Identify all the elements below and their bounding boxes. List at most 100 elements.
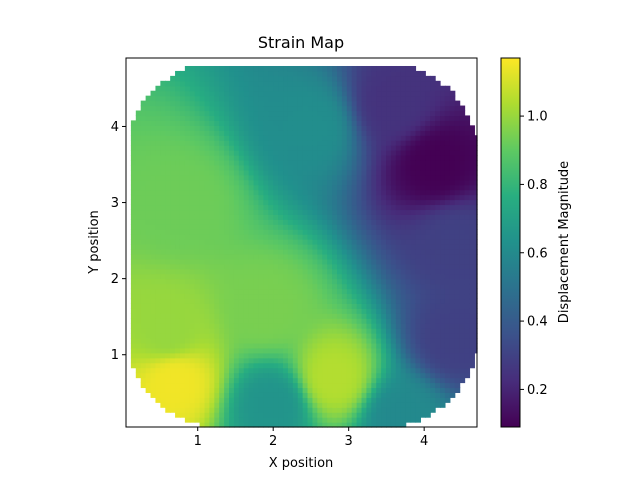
- heatmap-cell: [317, 75, 323, 82]
- heatmap-cell: [346, 164, 353, 171]
- heatmap-cell: [322, 377, 328, 384]
- heatmap-cell: [312, 189, 318, 196]
- heatmap-cell: [258, 120, 264, 126]
- heatmap-cell: [302, 70, 309, 77]
- heatmap-cell: [410, 90, 417, 97]
- heatmap-cell: [351, 328, 358, 334]
- heatmap-cell: [459, 263, 466, 270]
- heatmap-cell: [155, 308, 161, 314]
- heatmap-cell: [283, 248, 289, 255]
- heatmap-cell: [371, 372, 377, 379]
- heatmap-cell: [366, 298, 372, 304]
- heatmap-cell: [219, 174, 225, 181]
- heatmap-cell: [130, 248, 137, 255]
- heatmap-cell: [400, 100, 407, 107]
- heatmap-cell: [317, 244, 323, 250]
- heatmap-cell: [390, 407, 397, 413]
- heatmap-cell: [263, 293, 269, 300]
- heatmap-cell: [454, 377, 461, 384]
- heatmap-cell: [351, 204, 358, 211]
- heatmap-cell: [420, 308, 426, 314]
- heatmap-cell: [189, 362, 196, 369]
- heatmap-cell: [233, 95, 240, 102]
- heatmap-cell: [341, 273, 348, 280]
- heatmap-cell: [435, 337, 441, 344]
- heatmap-cell: [224, 224, 230, 230]
- heatmap-cell: [258, 199, 264, 206]
- heatmap-cell: [435, 268, 441, 275]
- heatmap-cell: [278, 392, 284, 398]
- heatmap-cell: [317, 372, 323, 379]
- heatmap-cell: [307, 258, 314, 265]
- heatmap-cell: [302, 298, 309, 304]
- heatmap-cell: [381, 159, 387, 166]
- heatmap-cell: [366, 130, 372, 136]
- heatmap-cell: [371, 179, 377, 186]
- heatmap-cell: [336, 377, 343, 384]
- heatmap-cell: [170, 95, 176, 102]
- heatmap-cell: [297, 184, 304, 191]
- heatmap-cell: [160, 352, 166, 359]
- heatmap-cell: [189, 65, 196, 72]
- heatmap-cell: [420, 273, 426, 280]
- heatmap-cell: [278, 130, 284, 136]
- heatmap-cell: [253, 308, 260, 314]
- heatmap-cell: [189, 387, 196, 393]
- heatmap-cell: [184, 283, 191, 290]
- heatmap-cell: [160, 263, 166, 270]
- heatmap-cell: [263, 130, 269, 136]
- heatmap-cell: [430, 397, 436, 403]
- heatmap-cell: [454, 352, 461, 359]
- heatmap-cell: [253, 342, 260, 349]
- heatmap-cell: [312, 194, 318, 201]
- heatmap-cell: [135, 140, 142, 146]
- heatmap-cell: [165, 85, 171, 92]
- heatmap-cell: [165, 273, 171, 280]
- heatmap-cell: [175, 377, 181, 384]
- heatmap-cell: [263, 145, 269, 151]
- heatmap-cell: [415, 367, 421, 374]
- heatmap-cell: [346, 135, 353, 141]
- heatmap-cell: [243, 278, 250, 285]
- heatmap-cell: [371, 120, 377, 126]
- heatmap-cell: [189, 342, 196, 349]
- heatmap-cell: [390, 135, 397, 141]
- heatmap-cell: [327, 263, 333, 270]
- heatmap-cell: [219, 120, 225, 126]
- heatmap-cell: [253, 258, 260, 265]
- heatmap-cell: [283, 273, 289, 280]
- heatmap-cell: [253, 303, 260, 309]
- heatmap-cell: [263, 110, 269, 117]
- heatmap-cell: [415, 263, 421, 270]
- heatmap-cell: [273, 288, 279, 295]
- heatmap-cell: [410, 100, 417, 107]
- heatmap-cell: [194, 239, 201, 245]
- heatmap-cell: [209, 164, 215, 171]
- heatmap-cell: [297, 402, 304, 408]
- heatmap-cell: [278, 155, 284, 161]
- heatmap-cell: [258, 412, 264, 418]
- heatmap-cell: [322, 120, 328, 126]
- heatmap-cell: [283, 239, 289, 245]
- heatmap-cell: [243, 333, 250, 339]
- heatmap-cell: [341, 189, 348, 196]
- heatmap-cell: [302, 333, 309, 339]
- heatmap-cell: [238, 382, 245, 389]
- heatmap-cell: [371, 204, 377, 211]
- heatmap-cell: [454, 303, 461, 309]
- heatmap-cell: [283, 402, 289, 408]
- heatmap-cell: [381, 199, 387, 206]
- heatmap-cell: [312, 412, 318, 418]
- heatmap-cell: [351, 308, 358, 314]
- heatmap-cell: [312, 85, 318, 92]
- heatmap-cell: [356, 204, 363, 211]
- heatmap-cell: [170, 194, 176, 201]
- heatmap-cell: [199, 65, 206, 72]
- heatmap-cell: [292, 333, 299, 339]
- heatmap-cell: [165, 135, 171, 141]
- heatmap-cell: [229, 115, 235, 121]
- x-tick-label: 4: [420, 434, 428, 449]
- heatmap-cell: [155, 194, 161, 201]
- heatmap-cell: [332, 372, 338, 379]
- heatmap-cell: [179, 105, 186, 112]
